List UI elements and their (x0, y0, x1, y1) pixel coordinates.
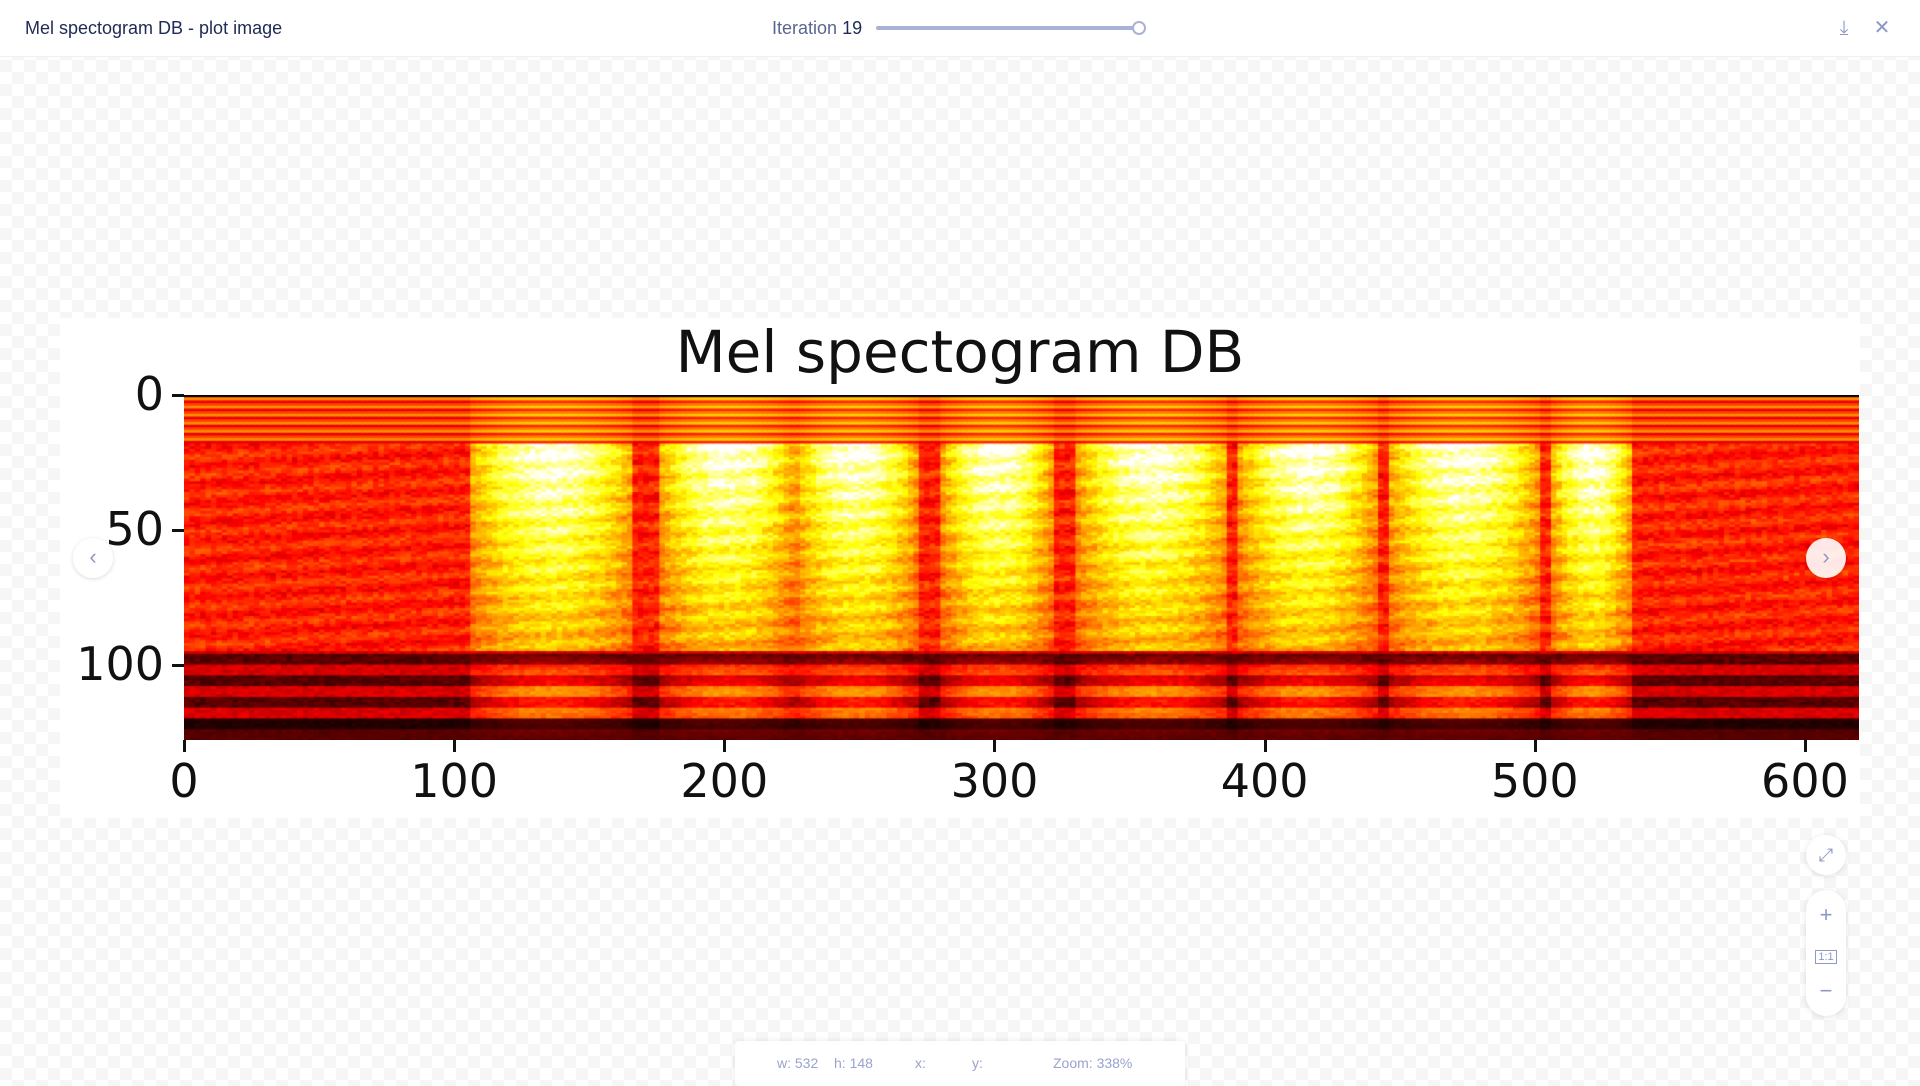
y-tick-label: 50 (105, 501, 164, 556)
iteration-value: 19 (842, 18, 863, 38)
spectrogram-heatmap (184, 395, 1859, 740)
zoom-controls: + 1:1 − (1806, 890, 1846, 1016)
x-readout: x: (915, 1055, 926, 1071)
y-tick-mark (172, 663, 184, 667)
x-tick-label: 500 (1490, 754, 1579, 808)
y-readout: y: (972, 1055, 983, 1071)
x-tick-mark (1803, 740, 1807, 752)
image-info-bar: w: 532 h: 148 x: y: Zoom: 338% (735, 1041, 1185, 1086)
y-tick-mark (172, 394, 184, 397)
x-tick-mark (723, 740, 727, 752)
y-tick-mark (172, 528, 184, 532)
prev-image-button[interactable]: ‹ (73, 538, 113, 578)
x-tick-label: 600 (1761, 754, 1849, 808)
x-tick-label: 0 (169, 754, 199, 808)
plot-image: Mel spectogram DB 0 100 200 300 400 500 600 0 50… (60, 318, 1860, 818)
actual-size-icon: 1:1 (1815, 950, 1837, 964)
header: Mel spectogram DB - plot image Iteration… (0, 0, 1920, 57)
zoom-out-button[interactable]: − (1819, 978, 1833, 1003)
x-tick-mark (1533, 740, 1537, 752)
x-tick-mark (183, 740, 186, 752)
x-tick-mark (993, 740, 997, 752)
height-readout: h: 148 (834, 1055, 873, 1071)
fullscreen-icon: ⤢ (1818, 845, 1834, 865)
x-tick-label: 400 (1220, 754, 1309, 808)
iteration-text: Iteration (772, 18, 838, 38)
download-icon[interactable]: ⤓ (1839, 17, 1849, 39)
y-tick-label: 100 (76, 636, 164, 691)
chart-title: Mel spectogram DB (675, 318, 1245, 386)
iteration-label: Iteration 19 (772, 18, 862, 39)
x-tick-label: 200 (680, 754, 769, 808)
x-tick-label: 300 (950, 754, 1039, 808)
zoom-in-button[interactable]: + (1819, 902, 1833, 927)
iteration-slider[interactable] (876, 26, 1141, 30)
x-tick-mark (1263, 740, 1267, 752)
width-readout: w: 532 (777, 1055, 819, 1071)
actual-size-button[interactable]: 1:1 (1806, 934, 1846, 972)
fullscreen-button[interactable]: ⤢ (1806, 835, 1846, 875)
y-tick-label: 0 (134, 367, 164, 421)
next-image-button[interactable]: › (1806, 538, 1846, 578)
x-tick-label: 100 (410, 754, 499, 808)
dialog-title: Mel spectogram DB - plot image (25, 18, 283, 38)
close-icon[interactable]: ✕ (1873, 17, 1891, 39)
chevron-right-icon: › (1822, 544, 1830, 569)
zoom-readout: Zoom: 338% (1053, 1055, 1133, 1071)
x-tick-mark (453, 740, 457, 752)
chevron-left-icon: ‹ (89, 544, 97, 569)
iteration-slider-handle[interactable] (1132, 21, 1146, 35)
